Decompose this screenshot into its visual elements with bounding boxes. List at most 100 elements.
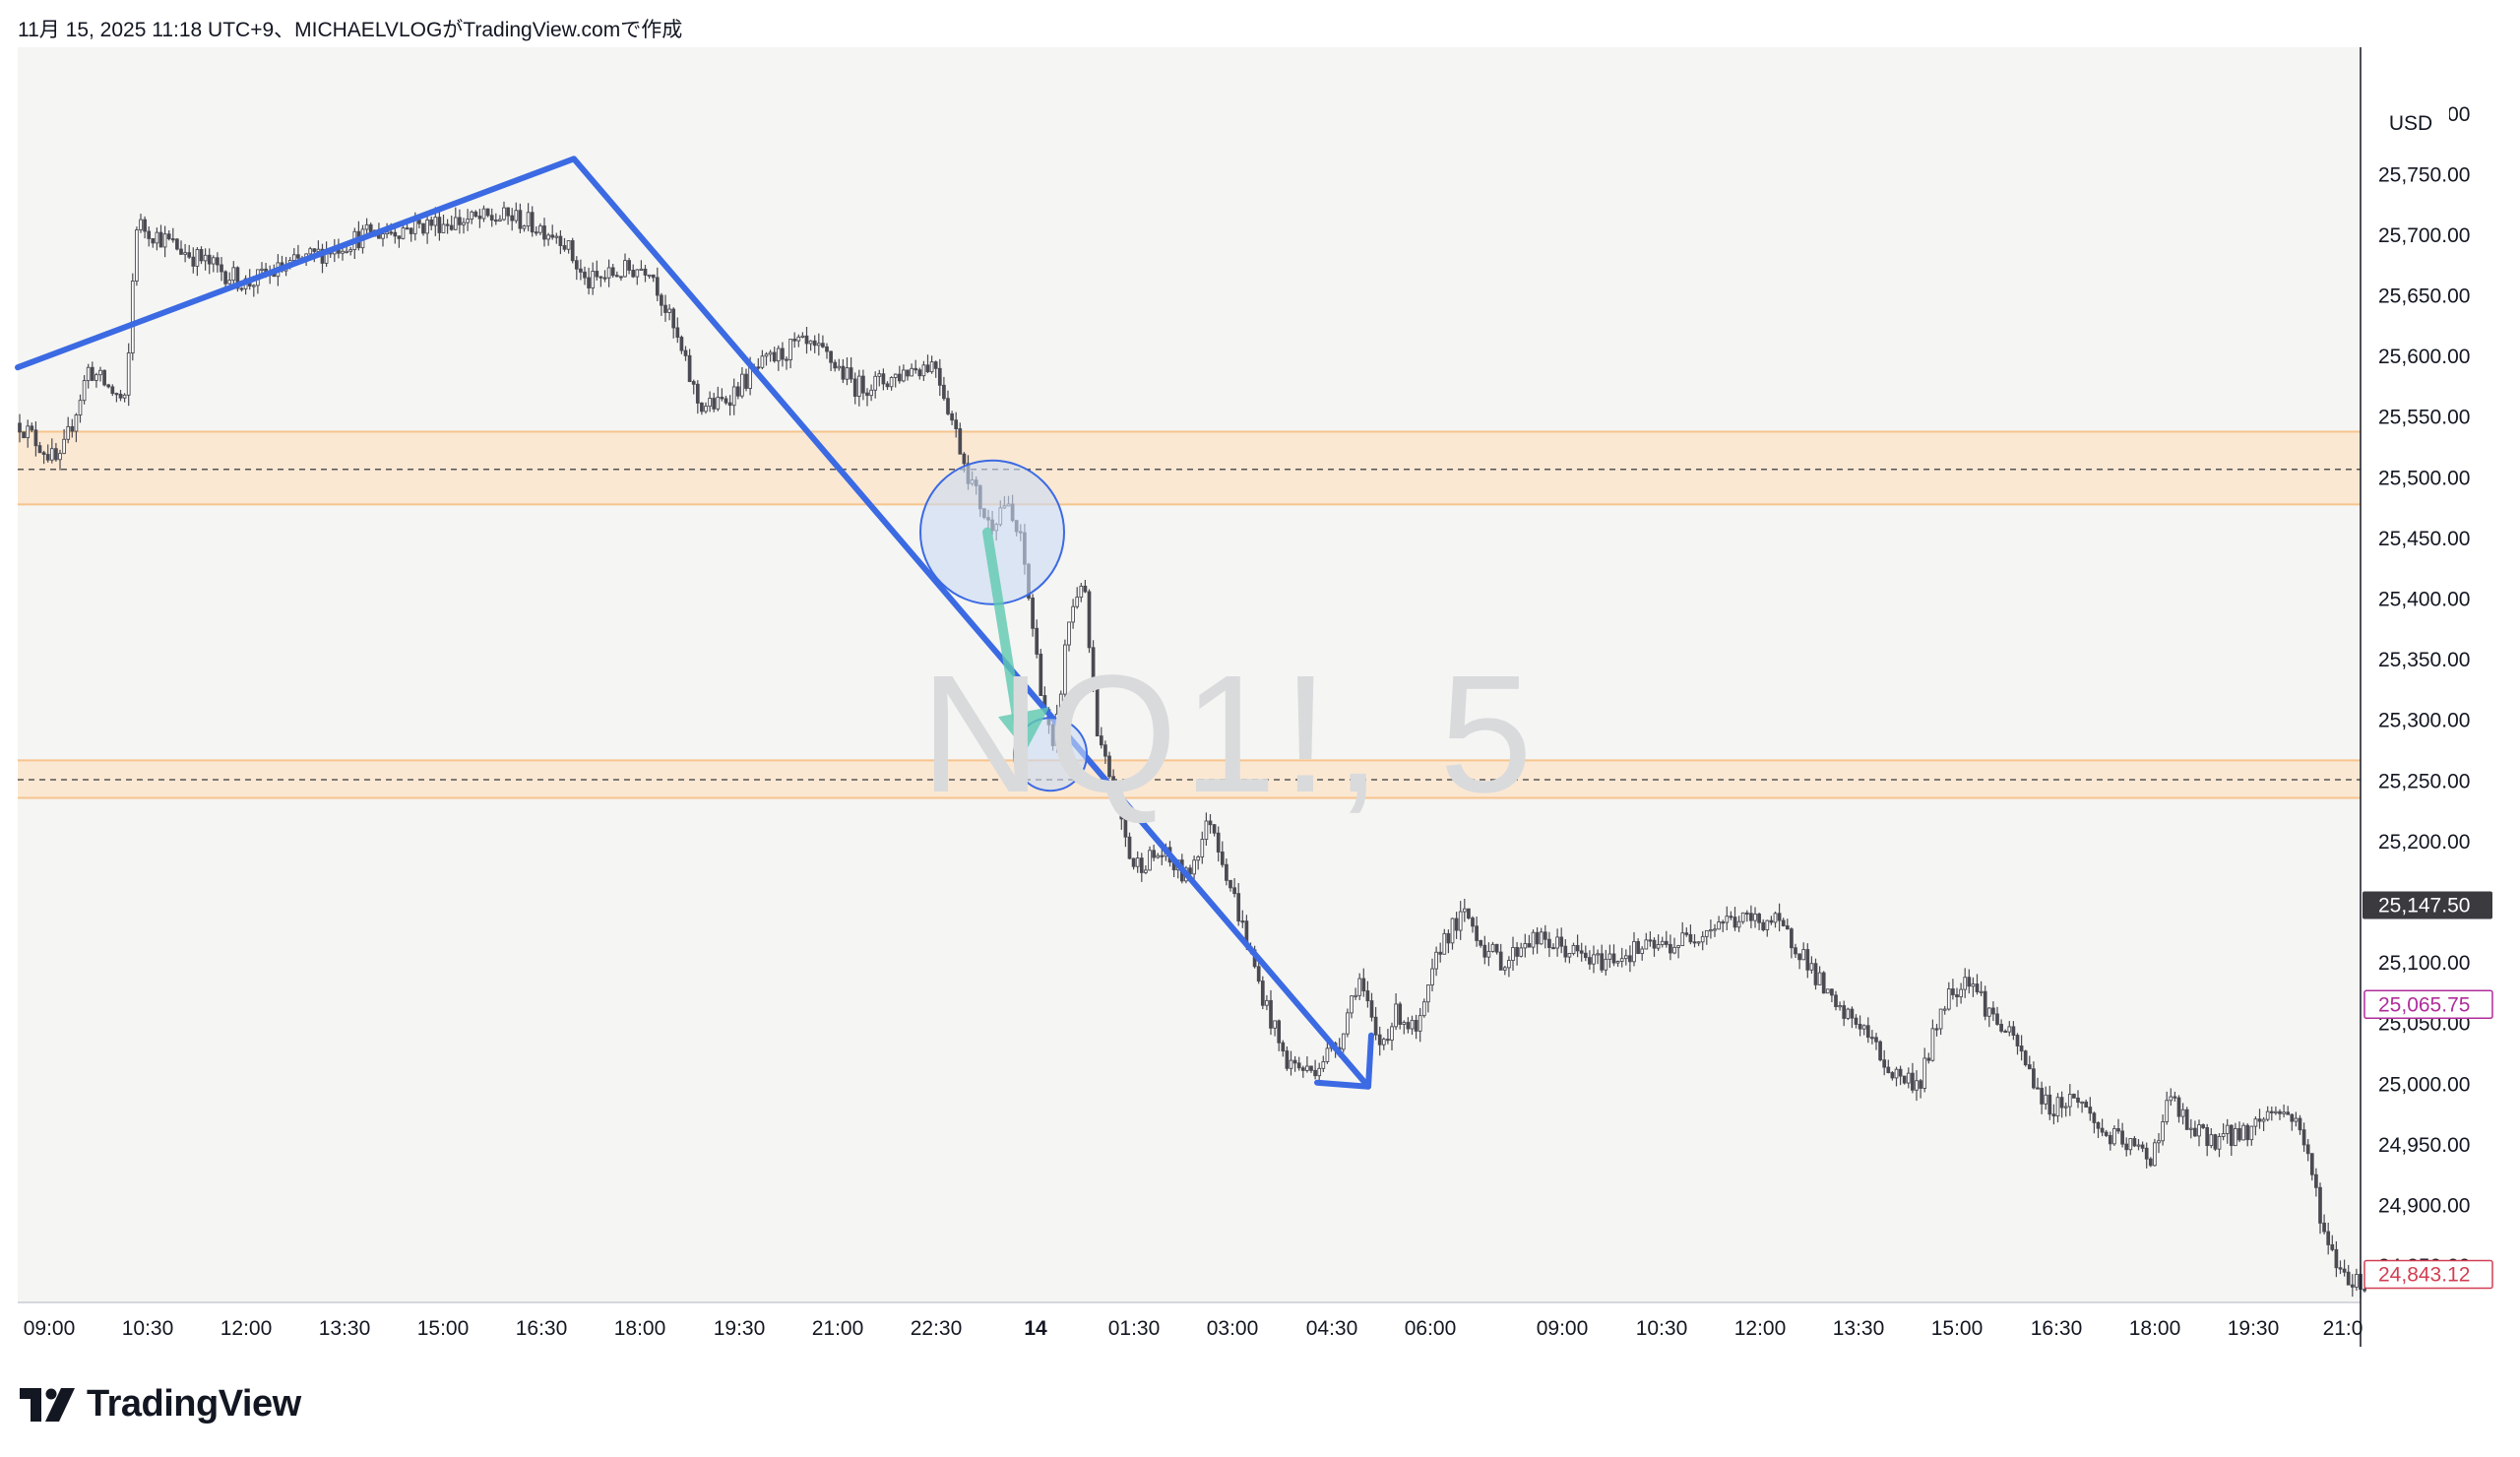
candle xyxy=(1490,941,1495,953)
candle xyxy=(929,355,934,374)
candle xyxy=(1749,905,1753,928)
candle-body xyxy=(534,231,538,234)
candle-body xyxy=(623,260,627,278)
candle xyxy=(2188,1118,2193,1139)
chart-canvas[interactable]: 25,800.0025,750.0025,700.0025,650.0025,6… xyxy=(0,47,2520,1347)
candle xyxy=(2092,1111,2097,1134)
candle xyxy=(1619,947,1624,968)
candle-body xyxy=(1854,1017,1858,1025)
candle xyxy=(1861,1024,1866,1036)
candle xyxy=(1854,1014,1858,1029)
candle-body xyxy=(1373,1016,1378,1036)
time-axis[interactable]: 09:00 10:30 12:00 13:30 15:00 16:30 18:00 19:30… xyxy=(24,1317,2363,1340)
chart-area[interactable]: 25,800.0025,750.0025,700.0025,650.0025,6… xyxy=(0,47,2520,1347)
last-price-label[interactable]: 25,147.50 xyxy=(2362,891,2492,919)
candle xyxy=(643,265,648,283)
candle-body xyxy=(122,394,127,399)
candle xyxy=(2201,1123,2205,1129)
candle-body xyxy=(1438,951,1443,955)
candle-body xyxy=(1636,940,1640,954)
candle xyxy=(437,209,442,241)
candle xyxy=(1669,934,1672,961)
candle-body xyxy=(1523,943,1528,949)
candle xyxy=(1127,832,1132,859)
candle xyxy=(1579,942,1584,962)
candle-body xyxy=(606,267,611,279)
candle-body xyxy=(2173,1096,2177,1099)
candle-body xyxy=(542,225,546,240)
candle-body xyxy=(1922,1057,1927,1089)
candle xyxy=(595,260,599,281)
candle xyxy=(623,253,627,278)
candle-body xyxy=(170,238,175,241)
candle-body xyxy=(195,249,200,267)
candle-body xyxy=(1418,1015,1422,1032)
candle xyxy=(1926,1052,1931,1064)
candle-body xyxy=(740,373,744,397)
time-tick-label: 19:30 xyxy=(714,1317,766,1340)
candle xyxy=(1740,912,1745,924)
magenta-price-label[interactable]: 25,065.75 xyxy=(2363,989,2493,1020)
candle-body xyxy=(139,219,143,231)
candle xyxy=(1547,931,1551,958)
candle xyxy=(691,379,696,395)
candle-body xyxy=(2120,1130,2124,1145)
candle xyxy=(825,343,829,359)
candle-body xyxy=(1458,911,1463,931)
candle-body xyxy=(2027,1064,2032,1070)
candle-body xyxy=(522,225,527,229)
candle xyxy=(2148,1157,2153,1168)
candle-body xyxy=(2278,1110,2282,1114)
candle xyxy=(1999,1019,2003,1034)
candle xyxy=(679,335,684,354)
candle-body xyxy=(643,268,648,276)
candle-body xyxy=(591,271,596,288)
candle xyxy=(1300,1065,1305,1078)
candle-body xyxy=(2201,1124,2205,1128)
candle-body xyxy=(2076,1097,2080,1104)
currency-label[interactable]: USD xyxy=(2372,104,2449,144)
candle-body xyxy=(1583,952,1588,959)
candle-body xyxy=(2253,1118,2258,1127)
candle-body xyxy=(1713,928,1717,931)
price-axis[interactable]: 25,800.0025,750.0025,700.0025,650.0025,6… xyxy=(2362,103,2493,1290)
candle-body xyxy=(2096,1121,2101,1129)
candle-body xyxy=(90,366,94,381)
candle xyxy=(1672,937,1676,955)
candle xyxy=(2063,1103,2068,1117)
candle xyxy=(647,274,652,280)
candle-body xyxy=(1769,919,1774,923)
candle-body xyxy=(2269,1110,2274,1113)
candle-body xyxy=(2188,1127,2193,1130)
candle-body xyxy=(2059,1097,2064,1109)
candle-body xyxy=(554,235,559,238)
candle-body xyxy=(441,223,446,233)
candle xyxy=(1260,976,1265,1010)
time-tick-label: 19:30 xyxy=(2228,1317,2280,1340)
price-tick-label: 25,700.00 xyxy=(2378,224,2470,247)
candle-body xyxy=(856,375,861,397)
candle xyxy=(631,264,636,279)
candle-body xyxy=(873,375,878,391)
candle xyxy=(1494,943,1499,955)
candle-body xyxy=(2290,1113,2295,1122)
candle-body xyxy=(1144,869,1148,873)
candle xyxy=(227,272,232,285)
candle-body xyxy=(1790,928,1794,949)
candle-body xyxy=(2132,1138,2137,1147)
candle-body xyxy=(639,268,644,271)
red-price-label[interactable]: 24,843.12 xyxy=(2363,1259,2493,1290)
candle xyxy=(804,327,809,354)
candle xyxy=(1986,1007,1991,1028)
candle-body xyxy=(1228,879,1232,889)
candle-body xyxy=(2225,1124,2230,1134)
candle xyxy=(534,225,538,236)
candle-body xyxy=(1535,931,1540,945)
time-tick-label: 06:00 xyxy=(1405,1317,1457,1340)
candle-body xyxy=(82,380,87,402)
red-price-text: 24,843.12 xyxy=(2378,1264,2470,1287)
candle-body xyxy=(635,269,640,278)
candle-body xyxy=(2124,1143,2129,1151)
candle xyxy=(1894,1066,1899,1087)
candle-body xyxy=(1604,958,1608,971)
